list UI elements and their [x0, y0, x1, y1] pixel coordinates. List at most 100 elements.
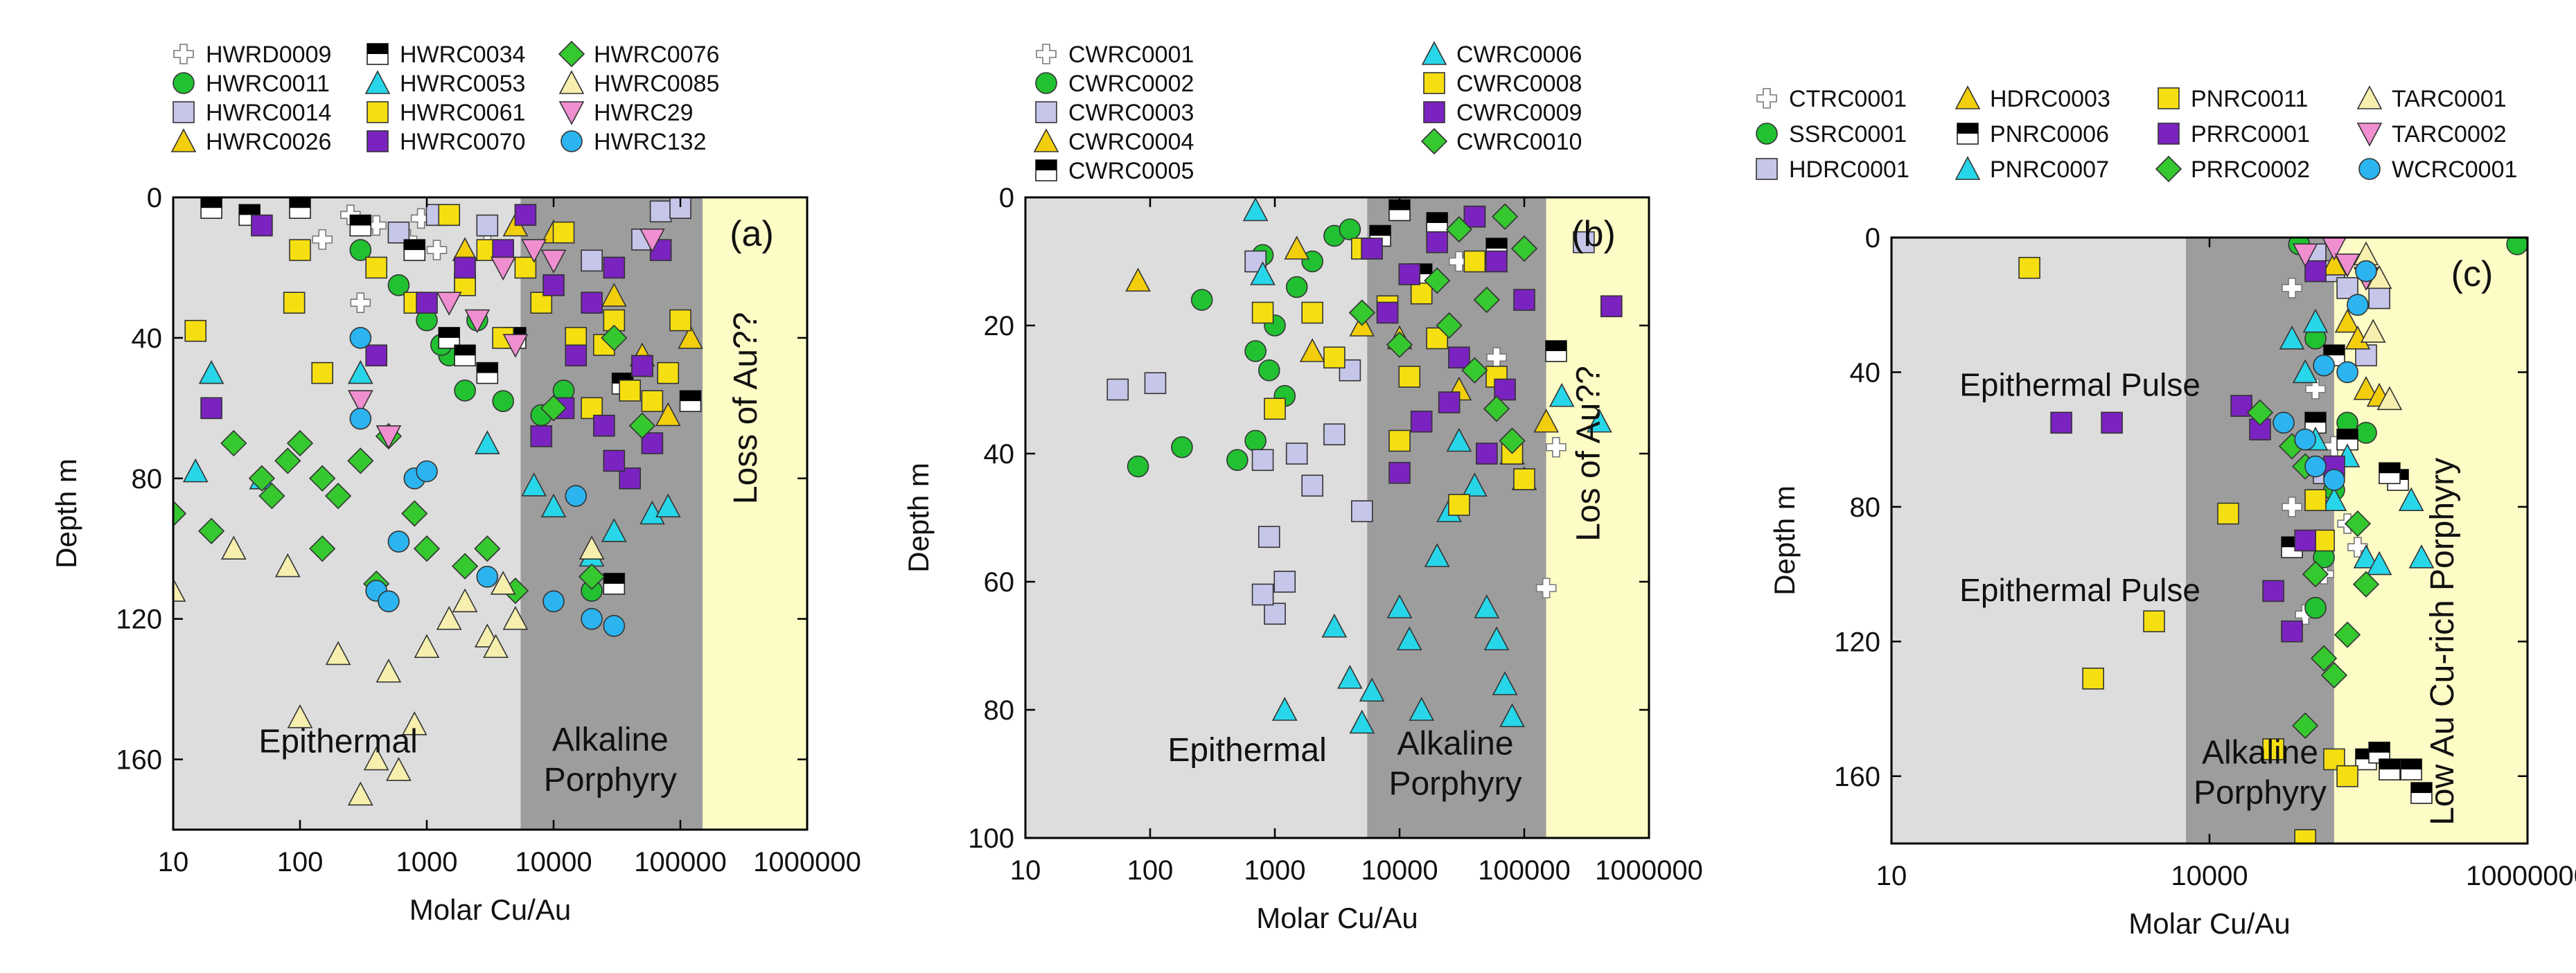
point-hwrc29 — [376, 425, 402, 449]
point-cwrc0002 — [1171, 436, 1193, 458]
point-hwrc0011 — [454, 380, 476, 402]
point-hdrc0001 — [2368, 287, 2390, 310]
point-cwrc0001 — [1535, 578, 1557, 599]
point-wcrc0001 — [2273, 411, 2295, 434]
panel-b-legend: CWRC0001 CWRC0002 CWRC0003 CWRC0004 CWRC0005… — [1033, 41, 1582, 184]
legend-item-ctrc0001: CTRC0001 — [1756, 86, 1907, 112]
legend-label: HWRC29 — [594, 100, 694, 126]
x-tick-label: 100 — [1127, 855, 1174, 886]
marker-half-top — [1957, 123, 1978, 134]
point-cwrc0010 — [1386, 331, 1413, 358]
point-cwrc0006 — [1271, 697, 1298, 721]
point-cwrc0002 — [1127, 455, 1149, 478]
legend-marker — [367, 43, 389, 65]
point-cwrc0008 — [1323, 346, 1346, 369]
legend-item-prrc0002: PRRC0002 — [2155, 155, 2310, 183]
point-hwrd0009 — [312, 229, 333, 250]
legend-label: HWRC0076 — [594, 42, 719, 68]
point-cwrc0006 — [1386, 594, 1413, 618]
legend-label: CWRC0008 — [1456, 71, 1582, 97]
point-hwrc29 — [639, 229, 665, 253]
point-pnrc0007 — [2302, 308, 2329, 333]
point-cwrc0010 — [1473, 286, 1500, 314]
point-hwrc0070 — [581, 292, 603, 314]
point-cwrc0003 — [1573, 231, 1595, 253]
y-axis-label: Depth m — [902, 463, 935, 573]
series-pnrc0006 — [2281, 344, 2433, 804]
marker-half-top — [239, 204, 261, 215]
point-cwrc0010 — [1491, 203, 1519, 230]
point-hwrc0085 — [401, 711, 427, 735]
point-hwrc0085 — [376, 659, 402, 683]
legend-item-hwrc0011: HWRC0011 — [173, 71, 330, 97]
point-hwrc0085 — [173, 578, 186, 602]
point-tarc0002 — [2334, 253, 2361, 278]
point-prrc0002 — [2302, 560, 2329, 588]
y-tick-label: 80 — [132, 464, 163, 494]
legend-label: HWRC0085 — [594, 71, 719, 97]
point-tarc0002 — [2292, 243, 2318, 268]
point-hwrc0085 — [325, 641, 351, 666]
legend-marker — [1421, 41, 1447, 65]
point-tarc0001 — [2376, 386, 2403, 411]
point-cwrc0004 — [1299, 338, 1325, 362]
point-hwrc29 — [502, 334, 529, 358]
point-pnrc0011 — [2304, 489, 2327, 511]
y-tick-label: 100 — [968, 823, 1014, 854]
x-tick-label: 10000 — [2171, 861, 2248, 891]
point-hwrc0085 — [414, 634, 440, 659]
point-prrc0001 — [2262, 580, 2284, 602]
region-label-line: Alkaline — [2202, 735, 2318, 771]
point-cwrc0010 — [1348, 299, 1375, 326]
legend-marker — [2356, 85, 2383, 109]
point-hwrc0076 — [173, 500, 187, 527]
point-hwrc0011 — [492, 390, 514, 412]
point-cwrc0006 — [1549, 383, 1575, 407]
legend-marker — [1955, 156, 1981, 180]
point-hwrc29 — [436, 292, 462, 316]
point-hwrc0061 — [365, 256, 387, 279]
point-pnrc0011 — [2018, 256, 2040, 279]
point-pnrc0007 — [2408, 544, 2435, 569]
region-label-loss-of-au: Loss of Au?? — [727, 312, 764, 505]
region-loss-of-au — [703, 197, 807, 830]
point-cwrc0009 — [1361, 238, 1383, 260]
point-cwrc0008 — [1426, 327, 1448, 350]
axes-frame — [1024, 196, 1650, 839]
point-cwrc0006 — [1424, 543, 1450, 567]
point-pnrc0011 — [2082, 668, 2104, 690]
point-cwrc0009 — [1485, 250, 1508, 273]
region-epithermal — [173, 197, 521, 830]
point-cwrc0009 — [1600, 295, 1623, 318]
x-tick-label: 10000 — [1361, 855, 1438, 886]
point-hwrc132 — [349, 407, 372, 430]
point-hwrc0085 — [483, 634, 509, 659]
point-cwrc0010 — [1461, 357, 1488, 384]
point-hwrc0034 — [200, 197, 222, 220]
panel-c-chart: CTRC0001 SSRC0001 HDRC0001 HDRC0003 PNRC0006… — [1756, 85, 2576, 940]
point-cwrc0010 — [1483, 395, 1510, 422]
panel-label: (a) — [730, 214, 774, 254]
marker-half-top — [680, 391, 701, 402]
x-tick-label: 1000 — [1244, 855, 1306, 886]
y-tick-label: 0 — [999, 183, 1014, 213]
series-pnrc0011 — [2018, 256, 2358, 843]
legend-label: CWRC0001 — [1068, 42, 1194, 68]
point-hwrc0076 — [347, 447, 374, 474]
point-prrc0002 — [2352, 571, 2380, 598]
point-hwrc0070 — [649, 239, 672, 261]
y-tick-label: 20 — [984, 311, 1015, 341]
legend-item-cwrc0001: CWRC0001 — [1036, 42, 1194, 68]
legend-item-cwrc0010: CWRC0010 — [1420, 127, 1582, 155]
region-label-epithermal: Epithermal — [258, 723, 417, 760]
point-cwrc0003 — [1323, 423, 1346, 446]
point-cwrc0008 — [1264, 398, 1286, 420]
series-hdrc0003 — [2321, 251, 2392, 407]
legend-label: CWRC0002 — [1068, 71, 1194, 97]
point-hwrc29 — [490, 256, 516, 281]
marker-half-top — [2337, 429, 2358, 440]
point-hwrc0076 — [309, 535, 336, 562]
point-hwrc0076 — [309, 465, 336, 492]
point-cwrc0008 — [1463, 250, 1486, 273]
point-hwrc0053 — [540, 493, 567, 518]
